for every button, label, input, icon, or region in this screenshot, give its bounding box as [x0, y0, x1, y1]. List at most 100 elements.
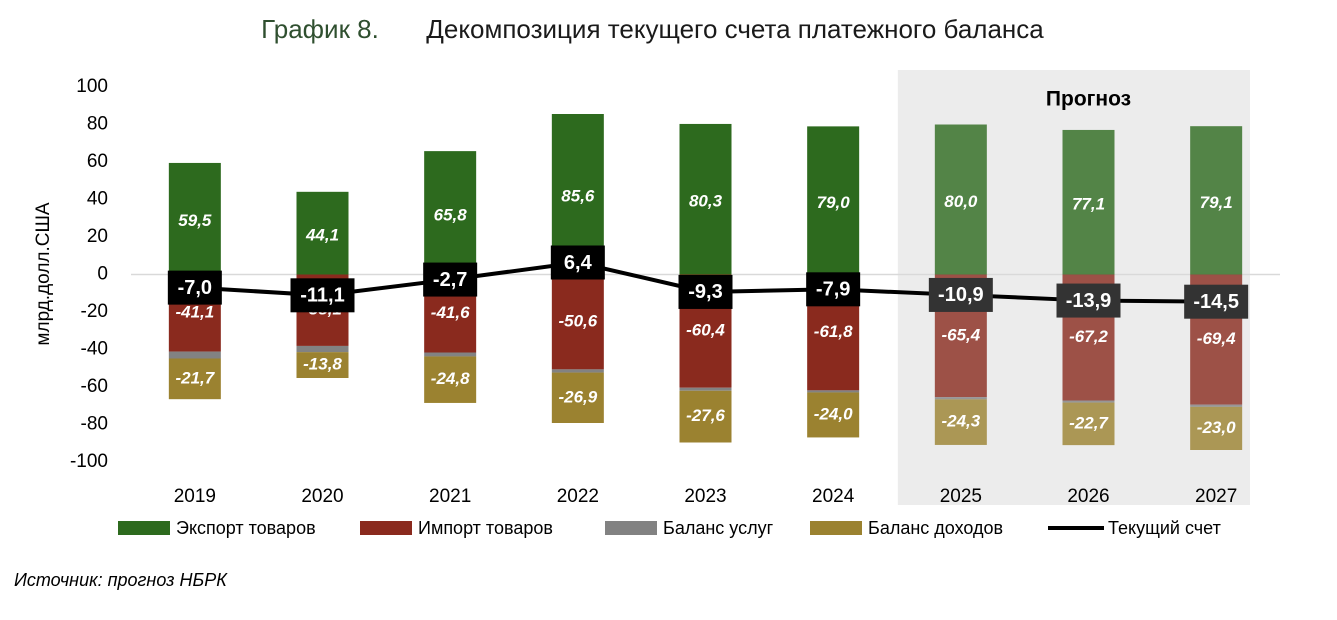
data-label: -41,6 — [431, 303, 470, 322]
data-label-box — [806, 272, 861, 307]
y-tick-label: 100 — [76, 76, 108, 97]
bar — [296, 352, 349, 378]
data-label-box — [550, 245, 605, 280]
legend-swatch — [605, 521, 657, 535]
data-label: -24,0 — [814, 404, 853, 423]
legend-swatch — [360, 521, 412, 535]
data-label-box — [167, 270, 222, 305]
legend-label: Импорт товаров — [418, 518, 553, 538]
data-label: 80,0 — [944, 192, 978, 211]
data-label: -14,5 — [1193, 291, 1239, 313]
legend-label: Баланс услуг — [663, 518, 774, 538]
data-label: -67,2 — [1069, 327, 1108, 346]
data-label: -24,8 — [431, 369, 470, 388]
legend-label: Баланс доходов — [868, 518, 1003, 538]
bar — [807, 390, 860, 393]
data-label: -22,7 — [1069, 413, 1109, 432]
data-label: -13,8 — [303, 355, 342, 374]
bar — [168, 351, 221, 359]
bar — [679, 387, 732, 391]
data-label-box — [423, 262, 478, 297]
bar — [1190, 404, 1243, 407]
data-label: 44,1 — [305, 226, 339, 245]
data-label: -41,1 — [175, 303, 214, 322]
data-label: -7,9 — [816, 279, 850, 301]
data-label: -23,0 — [1197, 418, 1236, 437]
bar — [1062, 129, 1115, 275]
bar — [1190, 406, 1243, 450]
chart-title-number: График 8. — [261, 14, 379, 44]
bar — [679, 123, 732, 275]
x-tick-label: 2020 — [301, 486, 343, 507]
y-tick-label: 80 — [87, 114, 108, 135]
data-label: -65,4 — [941, 325, 980, 344]
data-label: -50,6 — [558, 311, 597, 330]
bar — [1190, 126, 1243, 275]
data-label: -13,9 — [1066, 290, 1112, 312]
y-tick-label: -100 — [70, 451, 108, 472]
y-tick-label: -60 — [81, 376, 108, 397]
x-tick-label: 2021 — [429, 486, 471, 507]
data-label: -60,4 — [686, 321, 725, 340]
bar — [807, 126, 860, 275]
data-label: -69,4 — [1197, 329, 1236, 348]
bar — [168, 358, 221, 400]
legend-swatch — [810, 521, 862, 535]
legend-swatch — [118, 521, 170, 535]
bar — [934, 124, 987, 275]
data-label: -2,7 — [433, 269, 467, 291]
y-tick-label: 40 — [87, 189, 108, 210]
data-label: 77,1 — [1072, 195, 1105, 214]
data-label: -26,9 — [558, 387, 597, 406]
y-tick-label: 60 — [87, 151, 108, 172]
data-label: 59,5 — [178, 211, 212, 230]
legend-label: Экспорт товаров — [176, 518, 316, 538]
bar — [551, 274, 604, 370]
bar — [424, 151, 477, 275]
data-label: -7,0 — [178, 277, 212, 299]
data-label: -21,7 — [175, 368, 215, 387]
y-axis-label: млрд.долл.США — [33, 202, 54, 345]
bar — [1062, 400, 1115, 403]
bar — [1062, 402, 1115, 446]
data-label: -61,8 — [814, 322, 853, 341]
data-label: 80,3 — [689, 192, 723, 211]
data-label-box — [1056, 283, 1121, 318]
bar — [551, 369, 604, 373]
x-tick-label: 2026 — [1067, 486, 1109, 507]
bar — [807, 392, 860, 438]
data-label: 6,4 — [564, 252, 593, 274]
x-tick-label: 2022 — [557, 486, 599, 507]
bar — [424, 356, 477, 403]
chart-title: Декомпозиция текущего счета платежного б… — [426, 14, 1044, 44]
x-tick-label: 2023 — [684, 486, 726, 507]
data-label: 85,6 — [561, 187, 595, 206]
data-label: 65,8 — [434, 205, 468, 224]
x-tick-label: 2027 — [1195, 486, 1237, 507]
bar — [934, 399, 987, 445]
data-label-box — [1184, 284, 1249, 319]
bar — [679, 390, 732, 443]
data-label: -24,3 — [941, 412, 980, 431]
data-label-box — [678, 274, 733, 309]
y-tick-label: 20 — [87, 226, 108, 247]
bar — [296, 191, 349, 275]
data-label-box — [290, 278, 355, 313]
data-label: -27,6 — [686, 406, 725, 425]
bar — [934, 397, 987, 400]
data-label-box — [928, 277, 993, 312]
legend-label: Текущий счет — [1108, 518, 1221, 538]
data-label: -9,3 — [688, 281, 722, 303]
source-note: Источник: прогноз НБРК — [14, 570, 228, 590]
y-tick-label: -20 — [81, 301, 108, 322]
bar — [551, 372, 604, 423]
bar — [296, 345, 349, 353]
bar — [424, 352, 477, 357]
data-label: 79,1 — [1200, 193, 1233, 212]
y-tick-label: -80 — [81, 414, 108, 435]
bar — [168, 162, 221, 275]
y-tick-label: -40 — [81, 339, 108, 360]
x-tick-label: 2024 — [812, 486, 855, 507]
data-label: -11,1 — [300, 285, 344, 307]
